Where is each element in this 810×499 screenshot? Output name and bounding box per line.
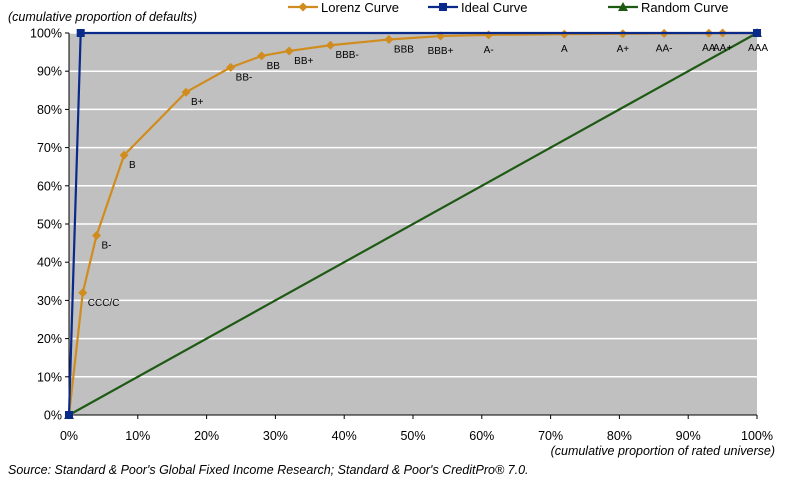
lorenz-curve-point [384,34,394,44]
lorenz-curve-point [78,288,88,298]
x-tick-label: 70% [538,429,563,443]
y-tick-label: 20% [37,332,62,346]
x-tick-label: 40% [332,429,357,443]
rating-label: BBB [394,44,414,55]
legend-swatch-marker [618,2,628,11]
legend-label: Random Curve [641,0,728,15]
ideal-curve-group [65,29,761,419]
legend-swatch-marker [439,3,447,11]
x-tick-label: 10% [125,429,150,443]
legend-item: Ideal Curve [428,0,527,15]
rating-label: A+ [617,44,630,55]
random-curve-line [68,32,758,416]
rating-label: B- [102,240,112,251]
legend-item: Random Curve [608,0,728,15]
x-tick-label: 100% [741,429,773,443]
lorenz-curve-point [92,230,102,240]
rating-label: AAA [748,43,768,54]
ideal-curve-point [76,29,85,37]
x-tick-label: 60% [469,429,494,443]
rating-label: BBB+ [428,46,454,57]
x-tick-label: 80% [607,429,632,443]
ideal-curve-point [753,29,761,37]
rating-label: BB+ [294,56,313,67]
legend-swatch-marker [298,2,308,12]
series-layer: CCC/CB-BB+BB-BB BB+BBB-BBB BBB+ A- A A+ AA- AAA… [64,28,768,420]
y-tick-label: 90% [37,65,62,79]
x-tick-labels: 0% 10% 20% 30% 40% 50% 60% 70% 80% 90% 100% [60,429,773,443]
rating-label: CCC/C [88,298,120,309]
lorenz-curve-point [325,40,335,50]
lorenz-curve-point [181,87,191,97]
y-tick-label: 70% [37,141,62,155]
source-note: Source: Standard & Poor's Global Fixed I… [8,463,529,477]
rating-labels: CCC/CB-BB+BB-BB BB+BBB-BBB BBB+ A- A A+ AA- AAA… [88,43,769,309]
y-tick-label: 10% [37,370,62,384]
x-tick-label: 30% [263,429,288,443]
y-tick-label: 50% [37,218,62,232]
rating-label: AA- [656,43,673,54]
rating-label: BB- [236,72,253,83]
x-axis-label: (cumulative proportion of rated universe… [551,444,775,458]
y-tick-label: 100% [30,27,62,41]
legend-label: Lorenz Curve [321,0,399,15]
lorenz-curve-point [226,62,236,72]
lorenz-curve-point [559,29,569,39]
rating-label: AA+ [713,43,732,54]
lorenz-curve-point [257,51,267,61]
y-tick-labels: 0% 10% 20% 30% 40% 50% 60% 70% 80% 90% 100% [30,27,62,423]
x-tick-label: 20% [194,429,219,443]
rating-label: A- [484,45,494,56]
rating-label: B [129,160,136,171]
legend-item: Lorenz Curve [288,0,399,15]
y-tick-label: 40% [37,256,62,270]
x-tick-label: 90% [676,429,701,443]
x-tick-label: 50% [400,429,425,443]
lorenz-curve-point [284,46,294,56]
ideal-curve-point [65,411,73,419]
y-tick-label: 30% [37,294,62,308]
rating-label: BB [267,61,281,72]
rating-label: AA [702,43,716,54]
legend-label: Ideal Curve [461,0,527,15]
x-tick-label: 0% [60,429,78,443]
y-tick-label: 80% [37,103,62,117]
y-axis-label: (cumulative proportion of defaults) [8,10,197,24]
rating-label: BBB- [335,50,358,61]
y-tick-label: 0% [44,409,62,423]
y-tick-label: 60% [37,179,62,193]
lorenz-curve-point [119,150,129,160]
rating-label: B+ [191,97,204,108]
rating-label: A [561,44,568,55]
legend: Lorenz Curve Ideal Curve Random Curve [288,0,728,15]
